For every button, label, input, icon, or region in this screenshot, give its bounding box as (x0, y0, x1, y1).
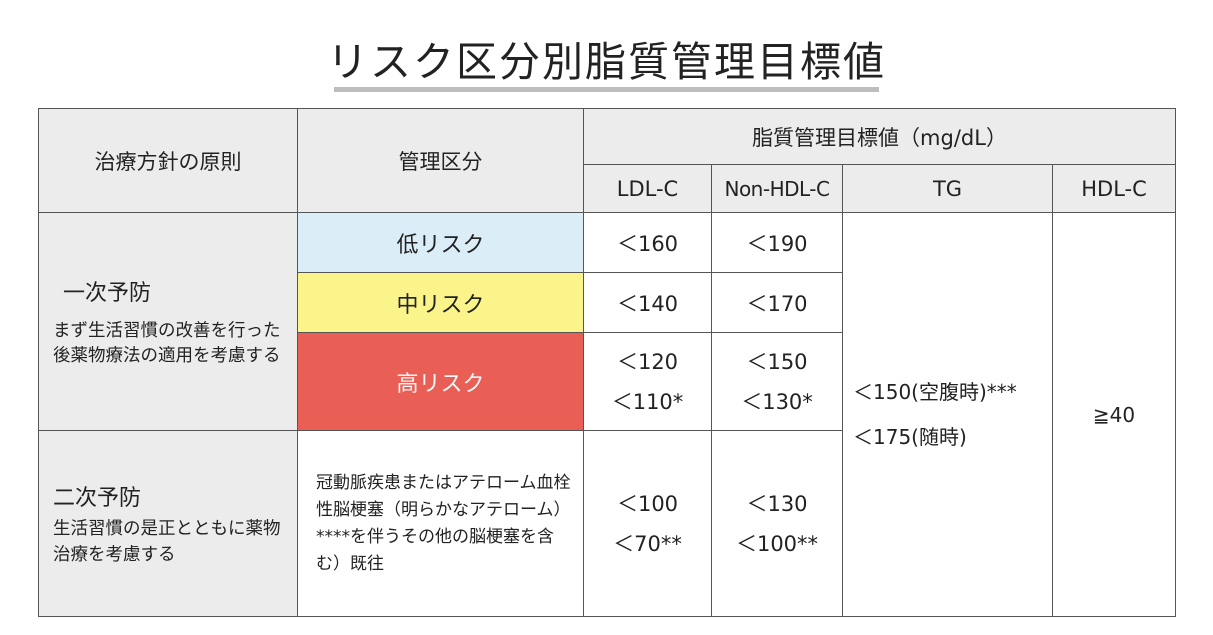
secondary-prevention-cell: 二次予防 生活習慣の是正とともに薬物治療を考慮する (38, 430, 298, 617)
category-low-risk: 低リスク (297, 212, 584, 273)
lipid-target-table: 治療方針の原則 管理区分 脂質管理目標値（mg/dL） LDL-C Non-HD… (38, 108, 1177, 617)
nonhdl-high-risk-value-1: ＜150 (746, 349, 808, 374)
nonhdl-high-risk: ＜150 ＜130* (711, 332, 843, 431)
header-nonhdl: Non-HDL-C (711, 164, 843, 213)
nonhdl-mid-risk: ＜170 (711, 272, 843, 333)
ldl-mid-risk: ＜140 (583, 272, 712, 333)
header-target-group: 脂質管理目標値（mg/dL） (582, 108, 1177, 165)
header-hdl: HDL-C (1051, 164, 1177, 213)
primary-prevention-description: まず生活習慣の改善を行った後薬物療法の適用を考慮する (53, 320, 281, 366)
header-tg: TG (842, 164, 1053, 213)
primary-prevention-title: 一次予防 (63, 280, 152, 306)
nonhdl-secondary-value-1: ＜130 (746, 491, 808, 516)
ldl-secondary: ＜100 ＜70** (583, 430, 712, 617)
tg-random: ＜175(随時) (853, 424, 967, 449)
header-ldl: LDL-C (583, 164, 712, 213)
nonhdl-low-risk: ＜190 (711, 212, 843, 273)
page-title: リスク区分別脂質管理目標値 (327, 38, 886, 86)
ldl-low-risk: ＜160 (583, 212, 712, 273)
ldl-high-risk: ＜120 ＜110* (583, 332, 712, 431)
title-underline (334, 87, 879, 92)
category-secondary: 冠動脈疾患またはアテローム血栓性脳梗塞（明らかなアテローム）****を伴うその他… (297, 430, 584, 617)
hdl-target-cell: ≧40 (1051, 212, 1177, 617)
ldl-secondary-value-2: ＜70** (613, 531, 682, 556)
category-high-risk: 高リスク (297, 332, 584, 431)
nonhdl-secondary-value-2: ＜100** (735, 531, 819, 556)
nonhdl-high-risk-value-2: ＜130* (741, 389, 813, 414)
primary-prevention-cell: 一次予防 まず生活習慣の改善を行った後薬物療法の適用を考慮する (38, 212, 298, 431)
secondary-prevention-title: 二次予防 (53, 485, 142, 511)
header-principle: 治療方針の原則 (38, 108, 298, 213)
nonhdl-secondary: ＜130 ＜100** (711, 430, 843, 617)
tg-fasting: ＜150(空腹時)*** (853, 379, 1017, 404)
tg-target-cell: ＜150(空腹時)*** ＜175(随時) (842, 212, 1053, 617)
ldl-secondary-value-1: ＜100 (616, 491, 679, 516)
secondary-prevention-description: 生活習慣の是正とともに薬物治療を考慮する (53, 518, 281, 565)
category-mid-risk: 中リスク (297, 272, 584, 333)
ldl-high-risk-value-2: ＜110* (611, 389, 684, 414)
header-category: 管理区分 (297, 108, 584, 213)
ldl-high-risk-value-1: ＜120 (616, 349, 679, 374)
